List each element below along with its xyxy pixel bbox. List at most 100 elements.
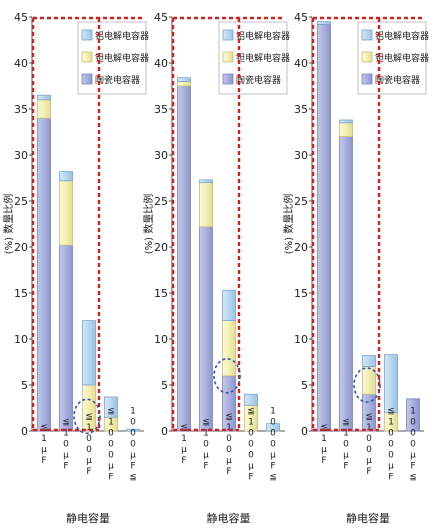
chart-panel-2: 0 5 10 15 20 25 30 35 40 45 (%) 数量比例 ≦1μF ≦10μF ≦100μ… — [142, 11, 290, 525]
y-tick-label: 10 — [154, 333, 168, 346]
y-tick-label: 40 — [154, 57, 168, 70]
x-axis-title: 静电容量 — [207, 511, 251, 525]
x-tick-label: 1000μF≦ — [408, 407, 418, 484]
y-tick-label: 15 — [14, 287, 28, 300]
legend-label: 陶瓷电容器 — [375, 74, 420, 86]
x-tick-label: ≦1000μF — [386, 407, 396, 484]
y-tick-label: 30 — [154, 149, 168, 162]
legend-swatch — [222, 51, 234, 63]
y-tick-label: 40 — [14, 57, 28, 70]
y-tick-label: 45 — [154, 11, 168, 24]
x-tick-label: ≦1μF — [179, 423, 189, 467]
bar-segment — [199, 226, 213, 432]
legend-swatch — [81, 73, 93, 85]
bar-segment — [199, 182, 213, 228]
x-tick-label: ≦1μF — [319, 423, 329, 467]
y-tick-label: 20 — [14, 241, 28, 254]
bar-segment — [177, 81, 191, 87]
bar-segment — [339, 122, 353, 138]
bar-segment — [317, 23, 331, 432]
y-tick-label: 45 — [14, 11, 28, 24]
bar-segment — [199, 179, 213, 183]
bar-segment — [104, 396, 118, 418]
x-tick-label: ≦100μF — [84, 412, 94, 478]
bar-segment — [317, 21, 331, 25]
x-tick-label: ≦1000μF — [106, 407, 116, 484]
x-axis-title: 静电容量 — [66, 511, 110, 525]
bar-segment — [177, 77, 191, 82]
bar-segment — [362, 355, 376, 367]
x-tick-label: ≦100μF — [224, 412, 234, 478]
legend-label: 铝电解电容器 — [95, 30, 149, 42]
y-tick-label: 20 — [154, 241, 168, 254]
y-axis-title: (%) 数量比例 — [2, 194, 15, 254]
y-tick-label: 35 — [14, 103, 28, 116]
legend-swatch — [81, 29, 93, 41]
x-tick-label: 1000μF≦ — [268, 407, 278, 484]
x-tick-label: ≦10μF — [341, 418, 351, 473]
bar-segment — [339, 119, 353, 124]
legend-swatch — [361, 73, 373, 85]
y-axis-title: (%) 数量比例 — [142, 194, 155, 254]
bar-segment — [59, 244, 73, 432]
legend-swatch — [361, 29, 373, 41]
bar-segment — [37, 94, 51, 101]
y-tick-label: 15 — [154, 287, 168, 300]
x-tick-label: ≦1μF — [39, 423, 49, 467]
legend-label: 铝电解电容器 — [375, 30, 429, 42]
y-tick-label: 0 — [301, 425, 308, 438]
y-tick-label: 10 — [14, 333, 28, 346]
bar-segment — [82, 320, 96, 386]
bar-segment — [177, 85, 191, 432]
y-tick-label: 35 — [294, 103, 308, 116]
highlight-circle — [353, 367, 381, 403]
legend-swatch — [361, 51, 373, 63]
bar-segment — [339, 136, 353, 432]
bar-segment — [37, 99, 51, 119]
y-tick-label: 30 — [14, 149, 28, 162]
y-tick-label: 25 — [14, 195, 28, 208]
y-tick-label: 0 — [161, 425, 168, 438]
y-tick-label: 5 — [161, 379, 168, 392]
y-tick-label: 35 — [154, 103, 168, 116]
legend-label: 陶瓷电容器 — [95, 74, 140, 86]
bar-segment — [406, 398, 420, 432]
legend-swatch — [222, 29, 234, 41]
chart-panel-3: 0 5 10 15 20 25 30 35 40 45 (%) 数量比例 ≦1μF ≦10μF ≦100μ… — [282, 11, 429, 525]
y-tick-label: 25 — [294, 195, 308, 208]
legend-label: 钽电解电容器 — [236, 52, 290, 64]
y-tick-label: 0 — [21, 425, 28, 438]
chart-panel-1: 0 5 10 15 20 25 30 35 40 45 (%) 数量比例 ≦1μF ≦10μF ≦100μ… — [2, 11, 149, 525]
y-tick-label: 45 — [294, 11, 308, 24]
x-tick-label: 1000μF≦ — [128, 407, 138, 484]
x-tick-label: ≦10μF — [61, 418, 71, 473]
y-tick-label: 30 — [294, 149, 308, 162]
x-tick-label: ≦1000μF — [246, 407, 256, 484]
bar-segment — [59, 171, 73, 182]
bar-segment — [126, 428, 140, 432]
y-tick-label: 5 — [21, 379, 28, 392]
legend-swatch — [222, 73, 234, 85]
bar-segment — [384, 354, 398, 414]
legend-label: 陶瓷电容器 — [236, 74, 281, 86]
bar-segment — [244, 393, 258, 406]
legend-label: 钽电解电容器 — [375, 52, 429, 64]
y-tick-label: 5 — [301, 379, 308, 392]
legend-label: 铝电解电容器 — [236, 30, 290, 42]
bar-segment — [222, 320, 236, 377]
y-tick-label: 10 — [294, 333, 308, 346]
y-tick-label: 40 — [294, 57, 308, 70]
y-tick-label: 20 — [294, 241, 308, 254]
y-tick-label: 15 — [294, 287, 308, 300]
legend-label: 钽电解电容器 — [95, 52, 149, 64]
y-axis-title: (%) 数量比例 — [282, 194, 295, 254]
bar-segment — [37, 117, 51, 432]
highlight-circle — [213, 357, 241, 394]
x-tick-label: ≦100μF — [364, 412, 374, 478]
legend-swatch — [81, 51, 93, 63]
y-tick-label: 25 — [154, 195, 168, 208]
highlight-circle — [73, 398, 101, 435]
bar-segment — [266, 423, 280, 432]
bar-segment — [59, 180, 73, 246]
